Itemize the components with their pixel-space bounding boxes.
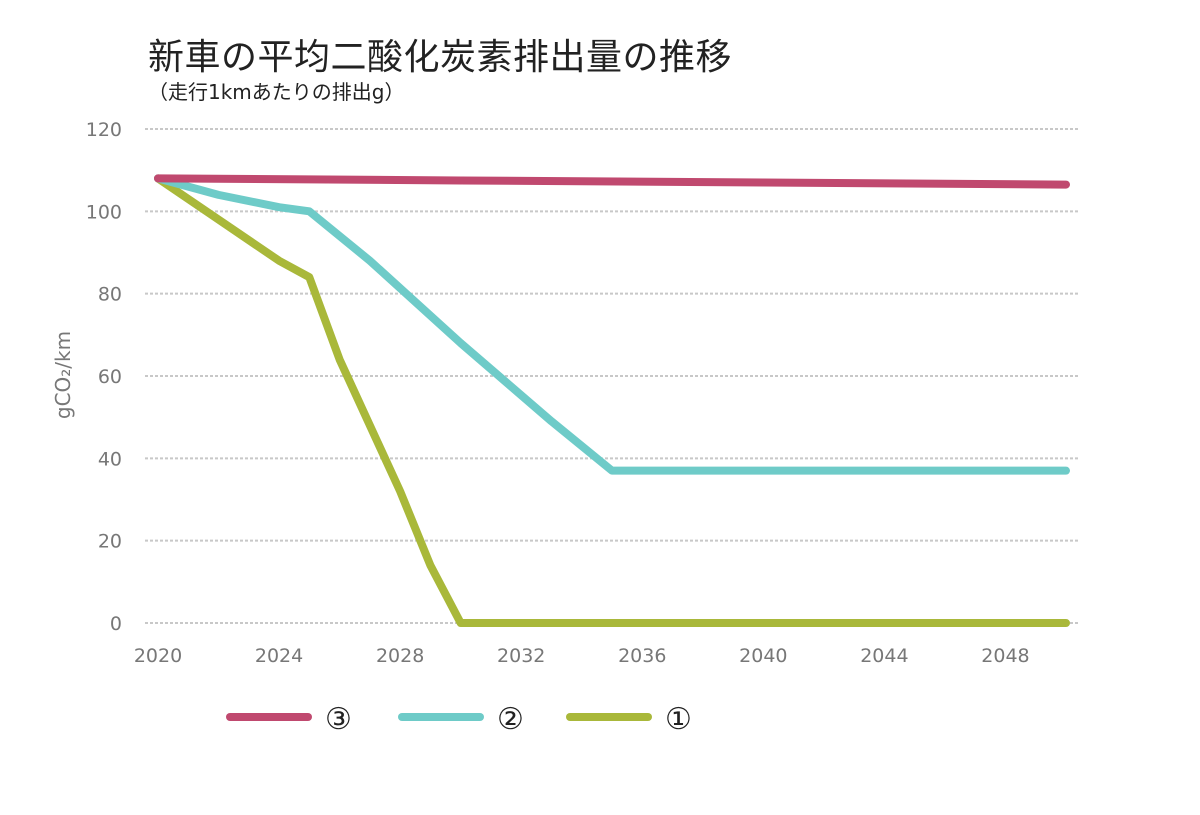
x-tick-label: 2020 <box>134 645 182 667</box>
y-tick-label: 100 <box>86 201 122 223</box>
series-lines <box>154 174 1070 627</box>
series-line-2 <box>154 174 1070 475</box>
legend-label: ③ <box>325 702 352 737</box>
series-line-3 <box>154 174 1070 627</box>
series-line-1 <box>154 174 1070 189</box>
x-tick-label: 2044 <box>860 645 908 667</box>
legend-label: ① <box>665 702 692 737</box>
y-tick-label: 20 <box>98 531 122 553</box>
y-tick-label: 80 <box>98 284 122 306</box>
x-tick-label: 2024 <box>255 645 303 667</box>
legend: ③ ② ① <box>226 702 692 737</box>
y-tick-label: 0 <box>110 613 122 635</box>
chart-subtitle: （走行1kmあたりの排出g） <box>148 80 405 104</box>
y-axis-label: gCO₂/km <box>51 331 75 419</box>
y-tick-label: 60 <box>98 366 122 388</box>
x-tick-label: 2036 <box>618 645 666 667</box>
y-tick-label: 120 <box>86 119 122 141</box>
y-tick-labels: 0 20 40 60 80 100 120 <box>86 119 122 635</box>
legend-label: ② <box>497 702 524 737</box>
x-tick-label: 2028 <box>376 645 424 667</box>
chart-title: 新車の平均二酸化炭素排出量の推移 <box>148 37 733 78</box>
x-tick-labels: 2020 2024 2028 2032 2036 2040 2044 2048 <box>134 645 1030 667</box>
x-tick-label: 2032 <box>497 645 545 667</box>
grid-lines <box>145 128 1078 624</box>
x-tick-label: 2048 <box>981 645 1029 667</box>
y-tick-label: 40 <box>98 448 122 470</box>
x-tick-label: 2040 <box>739 645 787 667</box>
